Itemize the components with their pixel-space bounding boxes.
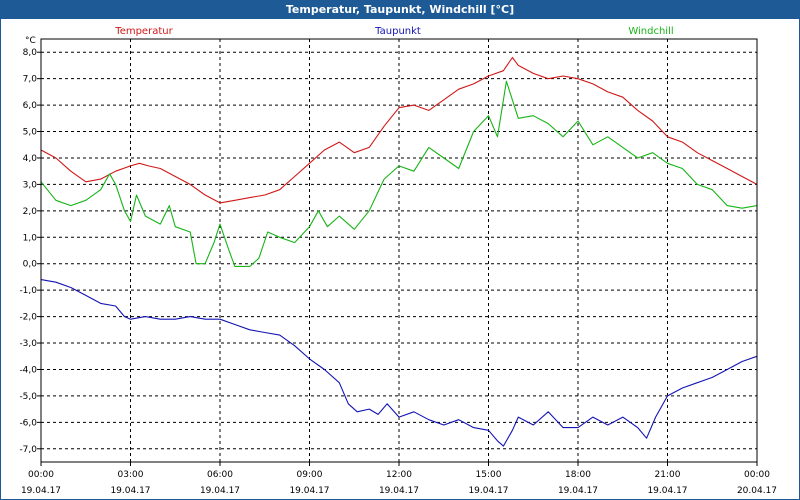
x-tick-date: 19.04.17 xyxy=(647,486,687,496)
series-line-windchill xyxy=(40,80,758,267)
x-tick-time: 00:00 xyxy=(744,470,770,480)
y-tick-label: -1,0 xyxy=(19,286,37,296)
x-tick-time: 12:00 xyxy=(386,470,412,480)
y-tick-label: -2,0 xyxy=(19,313,37,323)
x-tick-date: 19.04.17 xyxy=(200,486,240,496)
window-title: Temperatur, Taupunkt, Windchill [°C] xyxy=(1,1,799,19)
x-tick-date: 19.04.17 xyxy=(379,486,419,496)
legend-entry-taupunkt: Taupunkt xyxy=(374,26,421,37)
y-tick-label: -5,0 xyxy=(19,392,37,402)
x-tick-date: 20.04.17 xyxy=(737,486,777,496)
plot-border xyxy=(40,38,758,463)
chart-canvas: 8,0 7,0 6,0 5,0 4,0 3,0 2,0 1,0 0,0 -1,0 -2,0 -3,0 -… xyxy=(19,26,777,496)
legend-entry-temperatur: Temperatur xyxy=(114,26,173,37)
x-tick-time: 15:00 xyxy=(476,470,502,480)
y-tick-label: -6,0 xyxy=(19,418,37,428)
x-tick-date: 19.04.17 xyxy=(110,486,150,496)
x-tick-time: 18:00 xyxy=(565,470,591,480)
x-tick-time: 09:00 xyxy=(297,470,323,480)
series-line-temperatur xyxy=(40,56,758,204)
x-tick-date: 19.04.17 xyxy=(558,486,598,496)
series-line-taupunkt xyxy=(40,279,758,447)
y-tick-label: -4,0 xyxy=(19,365,37,375)
x-axis-ticks: 00:00 19.04.17 03:00 19.04.17 06:00 19.04.17 0… xyxy=(21,462,777,496)
y-tick-label: 8,0 xyxy=(23,48,38,58)
y-tick-label: 7,0 xyxy=(23,75,38,85)
y-tick-label: 1,0 xyxy=(23,233,38,243)
legend-entry-windchill: Windchill xyxy=(628,26,673,37)
x-tick-date: 19.04.17 xyxy=(468,486,508,496)
y-tick-label: 5,0 xyxy=(23,128,38,138)
y-axis-ticks: 8,0 7,0 6,0 5,0 4,0 3,0 2,0 1,0 0,0 -1,0 -2,0 -3,0 -… xyxy=(19,36,41,455)
x-tick-date: 19.04.17 xyxy=(21,486,61,496)
x-tick-time: 03:00 xyxy=(118,470,144,480)
y-tick-label: 3,0 xyxy=(23,180,38,190)
x-tick-date: 19.04.17 xyxy=(289,486,329,496)
y-tick-label: -3,0 xyxy=(19,339,37,349)
x-tick-time: 21:00 xyxy=(655,470,681,480)
plot-frame xyxy=(40,38,758,463)
grid xyxy=(41,39,757,462)
y-unit-label: °C xyxy=(25,36,36,46)
x-tick-time: 00:00 xyxy=(28,470,54,480)
x-tick-time: 06:00 xyxy=(207,470,233,480)
series-group xyxy=(40,56,758,447)
legend: Temperatur Taupunkt Windchill xyxy=(114,26,673,37)
y-tick-label: 0,0 xyxy=(23,260,38,270)
y-tick-label: 4,0 xyxy=(23,154,38,164)
y-tick-label: -7,0 xyxy=(19,445,37,455)
y-tick-label: 2,0 xyxy=(23,207,38,217)
y-tick-label: 6,0 xyxy=(23,101,38,111)
